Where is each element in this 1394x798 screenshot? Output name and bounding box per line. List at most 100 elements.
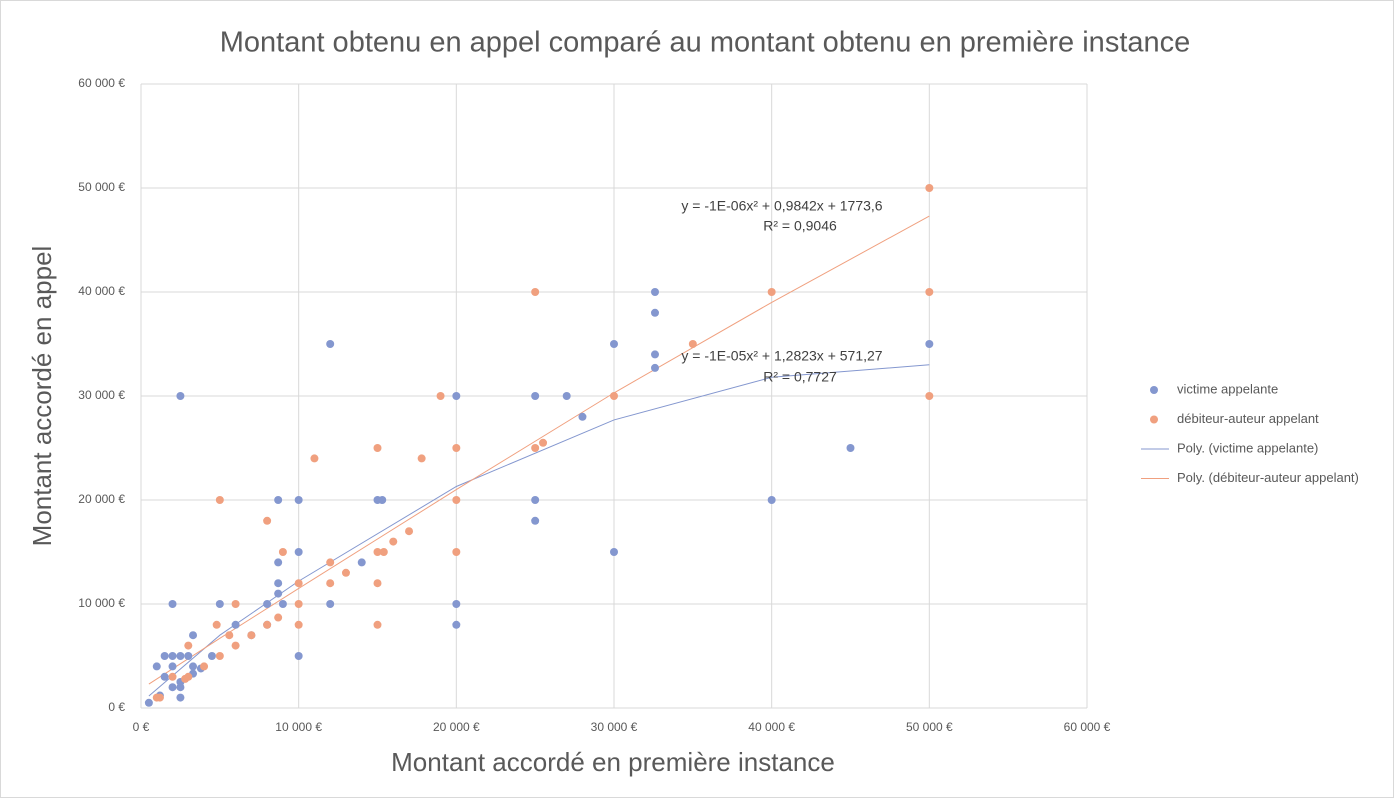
point [168, 652, 177, 660]
point [326, 579, 335, 588]
point [373, 548, 382, 556]
x-tick-label: 10 000 € [275, 720, 322, 734]
point [231, 600, 240, 608]
point [215, 600, 224, 608]
point [531, 496, 540, 504]
point [160, 672, 169, 681]
y-tick-label: 0 € [108, 700, 125, 714]
point [452, 620, 461, 629]
point [373, 579, 382, 588]
x-tick-label: 20 000 € [433, 720, 480, 734]
point [215, 652, 224, 660]
point [562, 392, 571, 400]
y-tick-label: 40 000 € [78, 284, 125, 298]
point [294, 652, 303, 660]
x-tick-label: 40 000 € [748, 720, 795, 734]
trendline-equation: y = -1E-06x² + 0,9842x + 1773,6 [681, 198, 882, 214]
point [176, 693, 185, 702]
point [326, 558, 335, 567]
legend-label: victime appelante [1177, 381, 1278, 396]
point [650, 363, 659, 372]
point [207, 652, 216, 660]
trendline-equation: y = -1E-05x² + 1,2823x + 571,27 [681, 348, 882, 364]
point [610, 340, 618, 348]
point [155, 693, 164, 702]
point [326, 600, 335, 608]
point [294, 579, 303, 588]
point [531, 444, 540, 452]
point [184, 641, 193, 650]
point [610, 392, 618, 400]
trendline [148, 364, 930, 697]
point [274, 558, 283, 567]
point [452, 496, 461, 504]
trendline-equation: R² = 0,9046 [763, 218, 837, 234]
y-tick-label: 50 000 € [78, 180, 125, 194]
x-tick-label: 30 000 € [591, 720, 638, 734]
point [378, 496, 387, 504]
point [294, 600, 303, 608]
y-tick-label: 20 000 € [78, 492, 125, 506]
point [189, 662, 198, 671]
point [650, 308, 659, 317]
point [225, 631, 234, 640]
point [231, 620, 240, 629]
point [144, 698, 153, 707]
legend-marker [1150, 386, 1158, 394]
point [578, 412, 587, 421]
point [215, 496, 224, 504]
point [925, 392, 934, 400]
point [452, 600, 461, 608]
point [168, 600, 177, 608]
point [176, 652, 185, 660]
point [176, 392, 185, 400]
point [184, 652, 193, 660]
point [925, 340, 934, 348]
point [176, 683, 185, 692]
point [152, 662, 161, 671]
point [531, 392, 540, 400]
point [417, 454, 426, 463]
point [274, 589, 283, 598]
point [373, 444, 382, 452]
legend-label: Poly. (victime appelante) [1177, 440, 1318, 455]
point [452, 392, 461, 400]
point [846, 444, 855, 452]
point [247, 631, 256, 640]
trendline-equation: R² = 0,7727 [763, 369, 837, 385]
point [294, 496, 303, 504]
chart-title: Montant obtenu en appel comparé au monta… [220, 27, 1191, 59]
point [168, 672, 177, 681]
y-tick-label: 10 000 € [78, 596, 125, 610]
point [231, 641, 240, 650]
point [294, 620, 303, 629]
point [688, 340, 697, 348]
x-tick-label: 50 000 € [906, 720, 953, 734]
x-axis-title: Montant accordé en première instance [391, 747, 835, 777]
y-tick-label: 60 000 € [78, 76, 125, 90]
point [925, 288, 934, 296]
point [357, 558, 366, 567]
point [379, 548, 388, 556]
point [389, 537, 398, 546]
point [184, 672, 193, 681]
point [767, 496, 776, 504]
point [452, 444, 461, 452]
point [539, 438, 548, 447]
point [436, 392, 445, 400]
point [925, 184, 934, 192]
point [452, 548, 461, 556]
legend-label: débiteur-auteur appelant [1177, 411, 1319, 426]
point [263, 620, 272, 629]
point [373, 620, 382, 629]
point [278, 600, 287, 608]
point [263, 516, 272, 525]
point [274, 579, 283, 588]
x-tick-label: 0 € [133, 720, 150, 734]
point [274, 613, 283, 622]
point [650, 350, 659, 359]
y-tick-label: 30 000 € [78, 388, 125, 402]
point [278, 548, 287, 556]
